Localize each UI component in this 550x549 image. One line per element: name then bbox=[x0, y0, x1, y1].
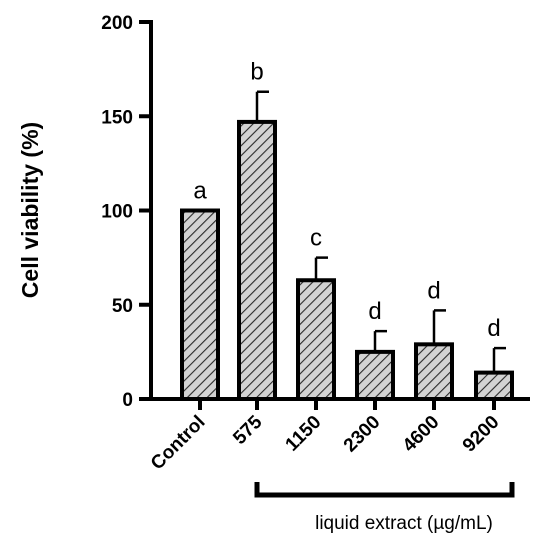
labels-layer: a b c d d d 0 50 100 150 200 Control 575 1150 2300 4600… bbox=[101, 13, 503, 474]
group-bracket bbox=[254, 482, 515, 498]
bar bbox=[355, 349, 395, 401]
significance-letter: d bbox=[487, 315, 500, 342]
bar bbox=[296, 278, 336, 401]
bar bbox=[474, 370, 514, 401]
x-tick-label: 575 bbox=[229, 411, 267, 449]
y-axis-label: Cell viability (%) bbox=[17, 122, 43, 298]
y-tick-label: 50 bbox=[112, 296, 133, 317]
x-tick-label: 1150 bbox=[282, 412, 326, 456]
bars-layer bbox=[180, 90, 514, 401]
x-tick-label: Control bbox=[147, 412, 210, 475]
significance-letter: d bbox=[427, 277, 440, 304]
significance-letter: c bbox=[310, 225, 322, 252]
x-tick-label: 4600 bbox=[399, 412, 444, 457]
y-tick-label: 200 bbox=[101, 13, 133, 34]
y-tick-label: 150 bbox=[101, 107, 133, 128]
group-bracket-label: liquid extract (µg/mL) bbox=[315, 513, 493, 534]
bar bbox=[414, 342, 454, 401]
x-tick-label: 9200 bbox=[459, 412, 504, 457]
significance-letter: d bbox=[368, 298, 381, 325]
y-tick-label: 100 bbox=[101, 202, 133, 223]
significance-letter: a bbox=[193, 178, 207, 205]
bar bbox=[180, 208, 220, 401]
axes-layer bbox=[139, 20, 530, 410]
significance-letter: b bbox=[250, 59, 263, 86]
bar bbox=[237, 119, 277, 401]
x-tick-label: 2300 bbox=[340, 412, 385, 457]
y-tick-label: 0 bbox=[122, 390, 133, 411]
